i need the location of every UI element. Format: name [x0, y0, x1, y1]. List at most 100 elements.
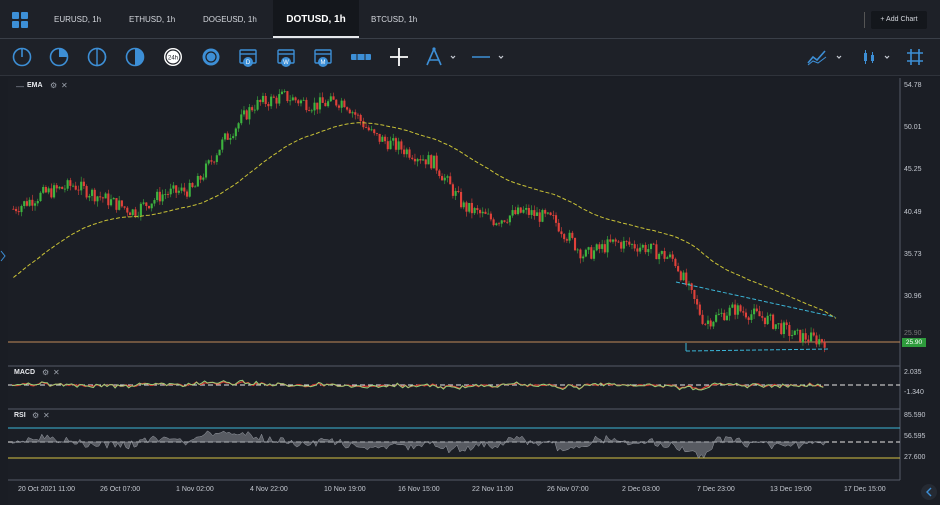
tab-dogeusd[interactable]: DOGEUSD, 1h [203, 15, 257, 24]
price-tick: 45.25 [904, 166, 922, 173]
candle-body [796, 329, 799, 331]
candle-body [147, 205, 151, 209]
candle-body [449, 176, 452, 185]
calendar-day-icon[interactable]: D [237, 46, 259, 68]
clock-full-selected-icon[interactable]: 24h [162, 46, 184, 68]
candle-body [210, 160, 213, 162]
candle-body [66, 180, 69, 189]
time-tick: 4 Nov 22:00 [250, 486, 288, 493]
crosshair-icon[interactable] [388, 46, 410, 68]
candle-body [112, 198, 115, 200]
candle-body [63, 188, 66, 190]
indicators-icon[interactable] [806, 46, 828, 68]
candle-body [278, 94, 281, 104]
candle-body [601, 244, 604, 249]
settings-icon[interactable]: ⚙ [32, 411, 40, 420]
collapse-icon[interactable]: — [16, 82, 24, 91]
candle-body [571, 232, 574, 238]
candle-body [42, 186, 45, 193]
candle-body [769, 314, 772, 316]
candle-body [606, 239, 609, 253]
chevron-down-icon[interactable] [448, 46, 458, 68]
candle-body [356, 114, 360, 116]
candle-body [384, 136, 387, 142]
candle-body [150, 203, 153, 209]
candle-body [90, 189, 94, 196]
candle-body [248, 107, 251, 120]
candle-body [191, 182, 194, 188]
chevron-down-icon[interactable] [834, 46, 844, 68]
calendar-week-icon[interactable]: W [275, 46, 297, 68]
candle-body [801, 333, 804, 343]
time-tick: 26 Oct 07:00 [100, 486, 141, 493]
settings-icon[interactable]: ⚙ [42, 368, 50, 377]
tab-ethusd[interactable]: ETHUSD, 1h [129, 15, 176, 24]
app-grid-icon[interactable] [12, 12, 28, 28]
candle-body [85, 186, 88, 198]
candle-body [23, 201, 26, 207]
candle-body [313, 102, 316, 111]
settings-icon[interactable]: ⚙ [50, 81, 58, 90]
rsi-tick: 56.595 [904, 433, 926, 440]
clock-threequarter-icon[interactable] [124, 46, 146, 68]
candle-body [354, 112, 357, 115]
ema-label: EMA [27, 82, 43, 89]
grid-toggle-icon[interactable] [904, 46, 926, 68]
range-selector-icon[interactable] [350, 46, 372, 68]
candlestick-type-icon[interactable] [858, 46, 880, 68]
candle-body [677, 266, 680, 272]
line-style-icon[interactable] [470, 46, 492, 68]
candle-body [647, 249, 650, 253]
chevron-down-icon[interactable] [496, 46, 506, 68]
tab-btcusd[interactable]: BTCUSD, 1h [371, 15, 418, 24]
candle-body [139, 203, 142, 216]
candle-body [275, 97, 278, 104]
candle-body [373, 129, 376, 134]
chevron-down-icon[interactable] [882, 46, 892, 68]
clock-half-icon[interactable] [86, 46, 108, 68]
candle-body [815, 335, 818, 345]
close-icon[interactable]: ✕ [61, 81, 68, 90]
candle-body [118, 200, 121, 210]
close-icon[interactable]: ✕ [53, 368, 60, 377]
candle-body [611, 239, 615, 242]
candle-body [77, 189, 80, 191]
left-panel-toggle-icon[interactable] [0, 250, 6, 262]
candle-body [557, 222, 560, 232]
candle-body [299, 100, 303, 104]
candle-body [367, 127, 370, 131]
close-icon[interactable]: ✕ [43, 411, 50, 420]
candle-body [812, 332, 815, 336]
rsi-tick: 27.600 [904, 454, 926, 461]
candle-body [126, 207, 129, 213]
clock-quarter-icon[interactable] [48, 46, 70, 68]
add-chart-button[interactable]: + Add Chart [871, 11, 927, 29]
candle-body [655, 244, 658, 260]
candle-body [465, 202, 468, 212]
candle-body [386, 141, 389, 150]
expand-panel-icon[interactable] [920, 483, 938, 501]
clock-empty-icon[interactable] [11, 46, 33, 68]
candle-body [156, 191, 159, 201]
candle-body [321, 97, 324, 103]
candle-body [34, 203, 37, 206]
candle-body [123, 206, 126, 208]
macd-line [11, 379, 824, 391]
candle-body [641, 244, 644, 248]
candle-body [454, 190, 457, 196]
drawing-tools-icon[interactable] [423, 46, 445, 68]
calendar-month-icon[interactable]: M [312, 46, 334, 68]
candle-body [291, 97, 294, 101]
candle-body [422, 159, 425, 161]
candle-body [270, 96, 273, 107]
candle-body [576, 249, 579, 251]
clock-4h-icon[interactable] [200, 46, 222, 68]
tab-dotusd[interactable]: DOTUSD, 1h [273, 0, 359, 38]
tab-eurusd[interactable]: EURUSD, 1h [54, 15, 102, 24]
candle-body [533, 210, 536, 216]
candle-body [50, 188, 53, 198]
candle-body [20, 206, 23, 213]
candle-body [535, 212, 539, 216]
candle-body [715, 314, 718, 322]
